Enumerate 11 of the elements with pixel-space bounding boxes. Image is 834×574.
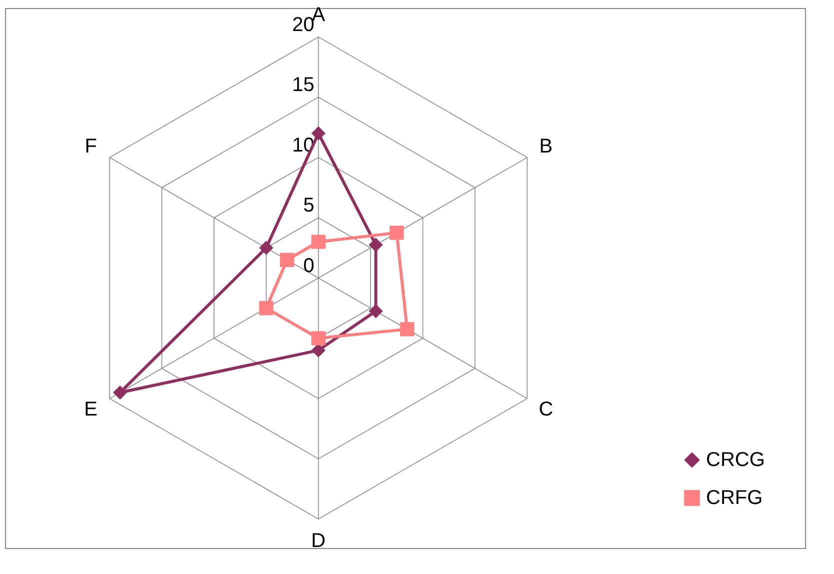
legend-label: CRCG	[706, 449, 765, 471]
y-tick-label: 5	[303, 194, 314, 217]
spoke-label: E	[84, 398, 98, 420]
spoke-label: F	[84, 136, 97, 158]
spoke-label: B	[539, 136, 553, 158]
spoke-label: D	[311, 530, 326, 552]
y-tick-label: 15	[292, 74, 314, 96]
spoke-label: C	[538, 398, 554, 420]
legend-label: CRFG	[706, 487, 763, 509]
y-tick-label: 0	[303, 255, 314, 277]
y-tick-label: 20	[292, 14, 314, 36]
